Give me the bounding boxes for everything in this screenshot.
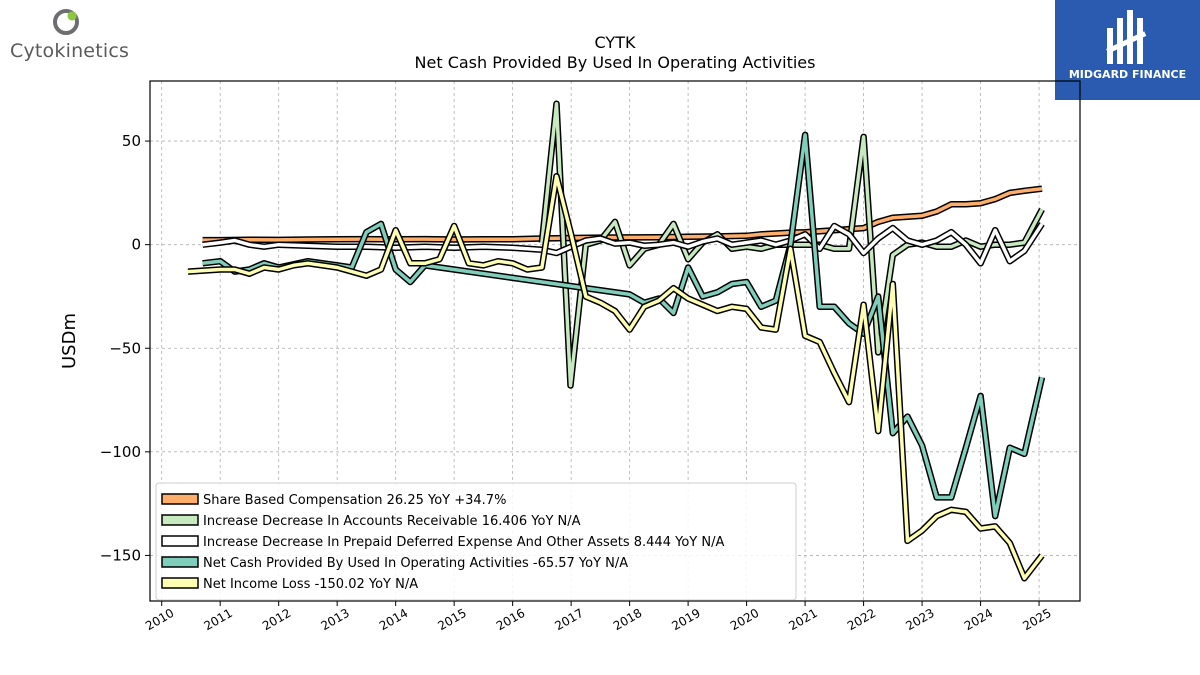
cytokinetics-logo-icon xyxy=(53,9,79,35)
midgard-finance-logo-text: MIDGARD FINANCE xyxy=(1068,68,1187,81)
x-tick-label: 2013 xyxy=(318,606,351,633)
x-tick-label: 2020 xyxy=(728,606,761,633)
cytokinetics-logo-text: Cytokinetics xyxy=(10,40,130,62)
y-tick-label: 0 xyxy=(131,236,141,254)
x-tick-label: 2012 xyxy=(260,606,293,633)
y-tick-label: −150 xyxy=(100,546,141,564)
legend-label: Increase Decrease In Accounts Receivable… xyxy=(203,514,581,529)
series-line-stroke xyxy=(202,222,1044,266)
x-tick-label: 2023 xyxy=(903,606,936,633)
x-tick-label: 2017 xyxy=(552,606,585,633)
y-tick-label: −50 xyxy=(109,339,141,357)
legend-swatch xyxy=(161,493,199,505)
x-tick-label: 2025 xyxy=(1020,606,1053,633)
legend-swatch xyxy=(161,577,199,589)
legend-swatch xyxy=(161,535,199,547)
series-layer xyxy=(187,100,1046,582)
x-tick-label: 2015 xyxy=(435,606,468,633)
x-tick-label: 2018 xyxy=(611,606,644,633)
legend-label: Share Based Compensation 26.25 YoY +34.7… xyxy=(203,493,506,508)
x-tick-label: 2010 xyxy=(143,606,176,633)
legend-entry: Share Based Compensation 26.25 YoY +34.7… xyxy=(161,493,506,508)
plot-frame xyxy=(149,80,1081,602)
x-tick-label: 2022 xyxy=(845,606,878,633)
legend-entry: Net Income Loss -150.02 YoY N/A xyxy=(161,577,418,592)
series-line-stroke xyxy=(187,174,1044,580)
legend-entry: Increase Decrease In Accounts Receivable… xyxy=(161,514,581,529)
cytokinetics-logo: Cytokinetics xyxy=(4,4,130,62)
midgard-finance-logo: MIDGARD FINANCE xyxy=(1055,0,1200,100)
chart-subtitle: Net Cash Provided By Used In Operating A… xyxy=(415,53,816,72)
legend-box xyxy=(155,482,797,601)
y-tick-label: −100 xyxy=(100,443,141,461)
x-tick-label: 2016 xyxy=(494,606,527,633)
legend-label: Increase Decrease In Prepaid Deferred Ex… xyxy=(203,535,724,550)
series-line-4 xyxy=(187,173,1045,582)
legend-label: Net Income Loss -150.02 YoY N/A xyxy=(203,577,418,592)
legend-swatch xyxy=(161,514,199,526)
y-tick-label: 50 xyxy=(122,132,141,150)
x-tick-label: 2011 xyxy=(201,606,234,633)
chart-title: CYTK xyxy=(595,33,636,52)
legend-swatch xyxy=(161,556,199,568)
series-line-0 xyxy=(202,185,1043,244)
series-line-stroke xyxy=(202,186,1043,242)
legend-entry: Net Cash Provided By Used In Operating A… xyxy=(161,556,628,571)
x-tick-label: 2021 xyxy=(786,606,819,633)
legend: Share Based Compensation 26.25 YoY +34.7… xyxy=(155,482,797,601)
legend-label: Net Cash Provided By Used In Operating A… xyxy=(203,556,628,571)
x-tick-label: 2019 xyxy=(669,606,702,633)
x-tick-label: 2014 xyxy=(377,606,410,633)
y-axis-label: USDm xyxy=(59,313,80,369)
x-tick-label: 2024 xyxy=(962,606,995,633)
series-line-2 xyxy=(202,222,1045,267)
midgard-finance-logo-icon xyxy=(1106,10,1147,64)
legend-entry: Increase Decrease In Prepaid Deferred Ex… xyxy=(161,535,724,550)
